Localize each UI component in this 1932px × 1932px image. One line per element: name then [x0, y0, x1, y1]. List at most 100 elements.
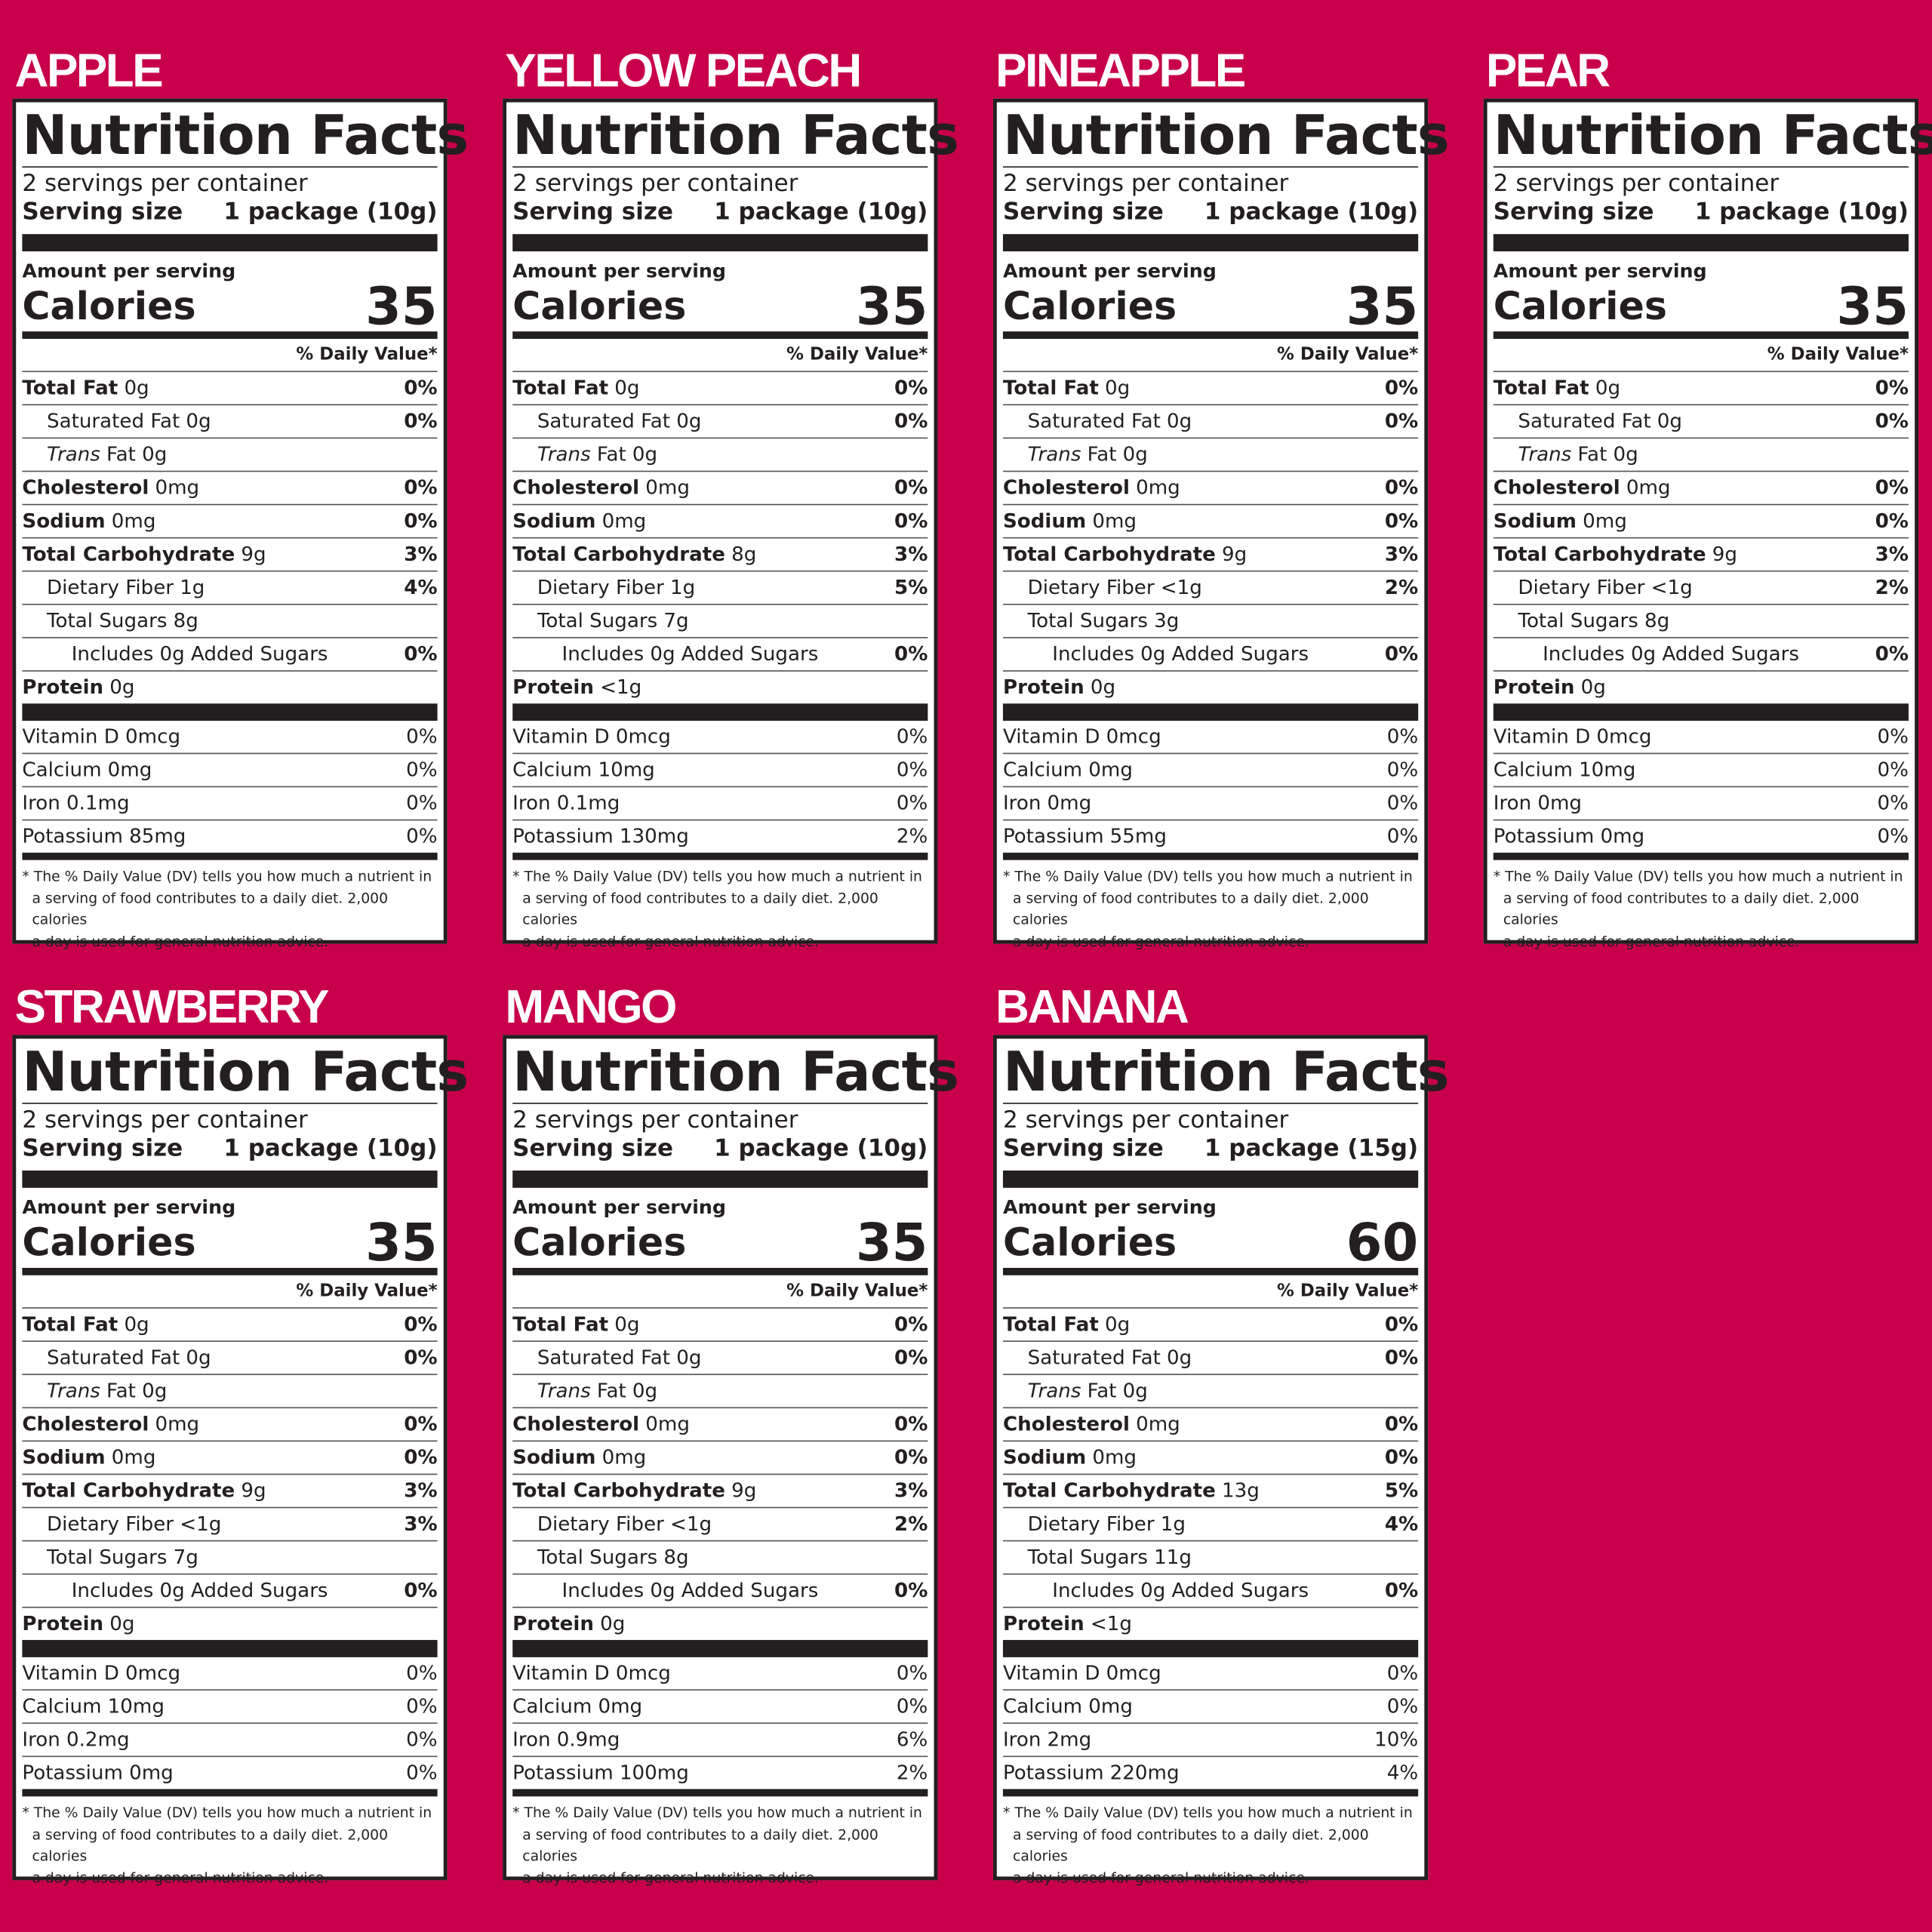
vitamin-amount: 130mg — [619, 824, 689, 848]
daily-value: 3% — [894, 542, 928, 566]
nutrient-name: Total Carbohydrate — [1002, 542, 1216, 566]
nutrient-row: Sodium 0mg 0% — [22, 1440, 438, 1474]
daily-value: 0% — [894, 1412, 928, 1436]
vitamin-dv: 0% — [1386, 1694, 1419, 1718]
nutrient-amount: 9g — [1712, 542, 1737, 566]
nutrient-name: Total Fat — [512, 1312, 609, 1336]
vitamin-amount: 220mg — [1109, 1761, 1180, 1785]
footnote: * The % Daily Value (DV) tells you how m… — [22, 1803, 437, 1889]
footnote-line: * The % Daily Value (DV) tells you how m… — [1493, 867, 1903, 885]
nutrient-name: Includes — [1052, 641, 1134, 666]
nutrient-italic: Trans — [537, 442, 591, 466]
vitamin-dv: 0% — [896, 1694, 928, 1718]
vitamin-left: Vitamin D 0mcg — [1003, 1657, 1161, 1689]
vitamin-dv: 0% — [1877, 758, 1909, 782]
vitamin-dv: 0% — [896, 791, 928, 815]
rule — [1002, 1267, 1419, 1275]
vitamin-left: Calcium 0mg — [512, 1690, 642, 1722]
nutrient-name: Fat — [106, 442, 136, 466]
calories-value: 35 — [1346, 275, 1419, 337]
vitamin-row: Vitamin D 0mcg 0% — [22, 1657, 437, 1689]
daily-value-header: % Daily Value* — [296, 1281, 438, 1302]
nutrient-name: Total Carbohydrate — [1493, 542, 1706, 566]
nutrient-row: Trans Fat 0g — [1002, 437, 1419, 471]
nutrient-name: Total Fat — [22, 375, 118, 399]
vitamin-dv: 0% — [1877, 824, 1909, 848]
nutrient-amount: 0g — [1657, 409, 1683, 433]
nutrient-amount: 0g — [109, 1611, 135, 1635]
daily-value: 3% — [894, 1478, 928, 1503]
nutrient-row: Total Sugars 8g — [1493, 603, 1909, 637]
footnote-line: a serving of food contributes to a daily… — [1013, 888, 1369, 928]
daily-value: 0% — [894, 1345, 928, 1369]
vitamin-dv: 0% — [1386, 758, 1419, 782]
vitamin-left: Vitamin D 0mcg — [1003, 721, 1161, 752]
vitamin-amount: 10mg — [598, 758, 655, 782]
vitamin-amount: 0mcg — [1106, 1660, 1161, 1684]
vitamin-name: Iron — [512, 1727, 551, 1751]
serving-size-label: Serving size — [22, 1134, 183, 1162]
daily-value: 3% — [1875, 542, 1909, 566]
vitamin-name: Potassium — [1002, 824, 1104, 848]
calories-value: 60 — [1346, 1212, 1419, 1273]
nutrient-row: Total Carbohydrate 8g 3% — [512, 537, 928, 571]
nutrient-name: Total Fat — [512, 375, 609, 399]
nutrient-row: Total Sugars 11g — [1002, 1540, 1419, 1574]
product-name: YELLOW PEACH — [505, 45, 862, 97]
footnote-line: a serving of food contributes to a daily… — [1503, 888, 1860, 928]
nutrient-row: Saturated Fat 0g 0% — [1002, 404, 1419, 438]
vitamin-name: Calcium — [22, 758, 102, 782]
nutrient-amount: 0g — [650, 641, 675, 666]
vitamin-left: Iron 0.1mg — [22, 787, 129, 819]
thick-rule — [22, 1640, 438, 1657]
vitamins: Vitamin D 0mcg 0% Calcium 0mg 0% Iron 0.9mg 6% Po… — [512, 1657, 928, 1789]
nutrient-name: Total Fat — [1002, 1312, 1099, 1336]
nutrient-name: Cholesterol — [1002, 1412, 1130, 1436]
vitamin-row: Potassium 130mg 2% — [512, 819, 928, 853]
vitamin-left: Iron 0.9mg — [512, 1724, 620, 1755]
rule — [512, 331, 928, 339]
rule — [1493, 852, 1909, 860]
serving-size: Serving size 1 package (10g) — [22, 1134, 437, 1163]
footnote-line: a day is used for general nutrition advi… — [32, 932, 329, 949]
vitamin-left: Calcium 0mg — [1003, 1690, 1133, 1722]
nutrient-amount: 9g — [241, 1478, 266, 1503]
nutrient-row: Trans Fat 0g — [22, 437, 438, 471]
daily-value: 0% — [404, 375, 438, 399]
rule — [1493, 331, 1909, 339]
vitamin-left: Potassium 55mg — [1003, 820, 1167, 852]
vitamin-name: Iron — [22, 1727, 60, 1751]
nutrient-amount: 0g — [109, 675, 135, 699]
nutrient-name: Total Sugars — [537, 608, 658, 632]
heading: Nutrition Facts — [512, 1041, 959, 1104]
nutrient-amount: 1g — [1160, 1512, 1186, 1536]
nutrient-suffix: Added Sugars — [1662, 641, 1799, 666]
vitamin-name: Vitamin D — [512, 724, 610, 749]
serving-size: Serving size 1 package (15g) — [1003, 1134, 1418, 1163]
nutrient-name: Total Sugars — [47, 1545, 168, 1569]
heading: Nutrition Facts — [1002, 104, 1450, 168]
nutrient-suffix: Added Sugars — [1171, 1578, 1309, 1602]
nutrient-amount: <1g — [1651, 575, 1693, 599]
vitamin-row: Calcium 0mg 0% — [512, 1689, 928, 1722]
servings: 2 servings per container — [512, 1106, 798, 1134]
nutrient-amount: 0g — [1613, 442, 1638, 466]
nutrient-row: Total Carbohydrate 9g 3% — [1493, 537, 1909, 571]
rule — [512, 1789, 928, 1797]
nutrient-row: Total Sugars 7g — [512, 603, 928, 637]
nutrient-name: Saturated Fat — [537, 409, 671, 433]
heading: Nutrition Facts — [1002, 1041, 1450, 1104]
serving-size-value: 1 package (10g) — [1204, 198, 1419, 226]
nutrient-amount: <1g — [600, 675, 642, 699]
vitamin-name: Calcium — [1493, 758, 1573, 782]
daily-value: 0% — [1384, 509, 1419, 533]
nutrient-amount: 0g — [1140, 1578, 1166, 1602]
nutrient-suffix: Added Sugars — [681, 641, 819, 666]
footnote-line: a serving of food contributes to a daily… — [522, 1825, 878, 1865]
thick-rule — [1002, 703, 1419, 721]
nutrient-amount: 0mg — [1092, 509, 1137, 533]
nutrient-amount: 0g — [1595, 375, 1621, 399]
nutrient-name: Saturated Fat — [1518, 409, 1651, 433]
thick-rule — [512, 1171, 928, 1188]
calories: Calories 35 — [1003, 275, 1419, 337]
